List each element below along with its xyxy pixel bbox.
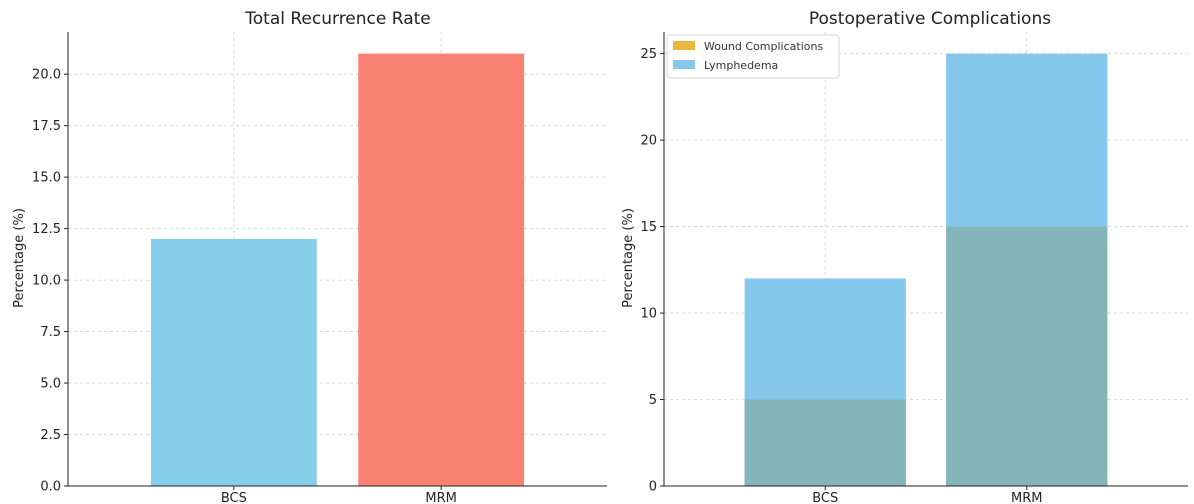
y-tick-label: 0 (649, 480, 657, 495)
bar-wound-complications-bcs (744, 399, 906, 486)
gridlines (68, 32, 607, 486)
bar-wound-complications-mrm (946, 226, 1108, 487)
y-tick-label: 2.5 (40, 428, 61, 443)
chart-title: Total Recurrence Rate (244, 9, 430, 29)
legend-swatch-lymphedema (673, 60, 695, 69)
recurrence-rate-chart: Total Recurrence Rate Percentage (%) 0.0… (12, 9, 607, 504)
y-tick-label: 7.5 (40, 325, 61, 340)
bar-bcs (150, 238, 317, 486)
bars (150, 53, 525, 486)
y-tick-label: 0.0 (40, 480, 61, 495)
legend-label: Lymphedema (704, 59, 778, 72)
y-tick-label: 25 (640, 47, 657, 62)
x-tick-label: MRM (425, 491, 456, 504)
y-axis-label: Percentage (%) (621, 208, 636, 308)
y-tick-label: 20 (640, 134, 657, 149)
bars (744, 53, 1108, 487)
complications-chart: Postoperative Complications Percentage (… (621, 9, 1188, 504)
legend-label: Wound Complications (704, 40, 823, 53)
x-tick-label: BCS (221, 491, 247, 504)
y-tick-label: 17.5 (32, 119, 61, 134)
legend-swatch-wound-complications (673, 41, 695, 50)
gridlines (664, 32, 1188, 486)
y-tick-label: 15.0 (32, 171, 61, 186)
axes: 0.0 2.5 5.0 7.5 10.0 12.5 15.0 17.5 20.0 BCS MRM (32, 32, 607, 504)
axes: 0 5 10 15 20 25 BCS MRM (640, 32, 1188, 504)
legend-box (666, 34, 840, 79)
legend: Wound Complications Lymphedema (666, 34, 840, 79)
chart-title: Postoperative Complications (809, 9, 1051, 29)
y-tick-label: 20.0 (32, 68, 61, 83)
y-tick-label: 10 (640, 307, 657, 322)
bar-mrm (358, 53, 525, 486)
y-tick-label: 12.5 (32, 222, 61, 237)
x-tick-label: MRM (1011, 491, 1042, 504)
y-tick-label: 5.0 (40, 377, 61, 392)
x-tick-label: BCS (812, 491, 838, 504)
y-tick-label: 10.0 (32, 274, 61, 289)
y-axis-label: Percentage (%) (12, 208, 27, 308)
y-tick-label: 5 (649, 393, 657, 408)
y-tick-label: 15 (640, 220, 657, 235)
